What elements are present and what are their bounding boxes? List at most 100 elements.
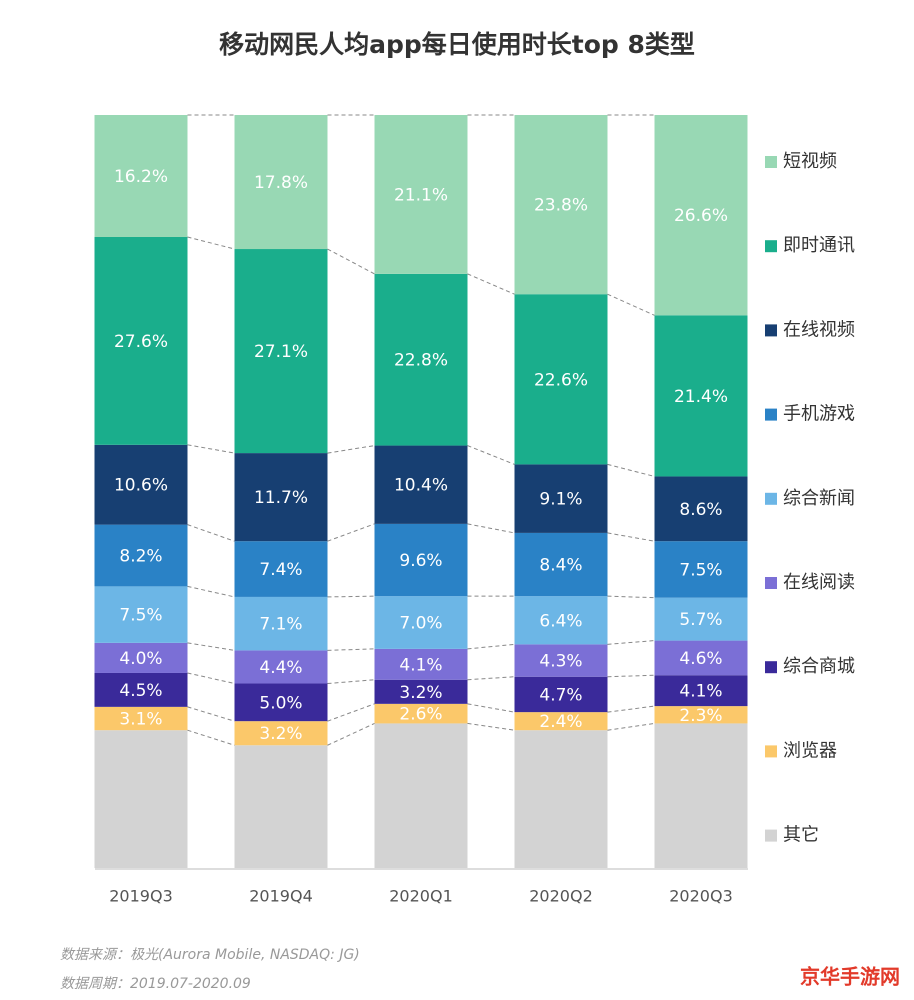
- value-label: 4.3%: [539, 652, 582, 672]
- value-label: 4.1%: [679, 682, 722, 702]
- legend-swatch: [765, 745, 777, 758]
- connector: [607, 722, 655, 731]
- bar-segment: [514, 464, 608, 533]
- connector: [467, 703, 515, 713]
- value-label: 7.5%: [119, 606, 162, 626]
- legend-label: 综合商城: [783, 656, 855, 677]
- bar-segment: [654, 706, 748, 724]
- bar-segment: [234, 115, 328, 250]
- value-label: 11.7%: [254, 488, 308, 508]
- value-label: 7.4%: [259, 560, 302, 580]
- value-label: 23.8%: [534, 196, 588, 216]
- value-label: 27.6%: [114, 332, 168, 352]
- connector: [187, 236, 235, 250]
- legend-label: 浏览器: [783, 740, 837, 761]
- value-label: 22.6%: [534, 370, 588, 390]
- legend-label: 其它: [783, 825, 819, 846]
- bar-segment: [94, 115, 188, 237]
- value-label: 4.1%: [399, 655, 442, 675]
- bar-segment: [374, 703, 468, 724]
- connector: [607, 674, 655, 678]
- bar-segment: [654, 723, 748, 868]
- connector: [187, 524, 235, 542]
- connector: [187, 672, 235, 685]
- value-label: 22.8%: [394, 351, 448, 371]
- value-label: 3.2%: [399, 683, 442, 703]
- legend-label: 手机游戏: [783, 404, 855, 425]
- value-label: 5.0%: [259, 693, 302, 713]
- value-label: 10.6%: [114, 476, 168, 496]
- bar-segment: [94, 730, 188, 868]
- value-label: 6.4%: [539, 611, 582, 631]
- bar-segment: [374, 523, 468, 597]
- bar-segment: [654, 315, 748, 477]
- connector: [607, 595, 655, 599]
- bar-segment: [94, 642, 188, 673]
- bar-segment: [514, 596, 608, 645]
- bar-segment: [234, 453, 328, 542]
- connector: [187, 585, 235, 598]
- bar-segment: [374, 273, 468, 446]
- value-label: 10.4%: [394, 476, 448, 496]
- legend-label: 即时通讯: [783, 235, 855, 256]
- watermark: 京华手游网: [800, 965, 900, 989]
- value-label: 4.4%: [259, 658, 302, 678]
- bar-segment: [234, 249, 328, 454]
- value-label: 27.1%: [254, 342, 308, 362]
- value-label: 3.2%: [259, 724, 302, 744]
- connector: [187, 642, 235, 651]
- connector: [187, 444, 235, 454]
- legend-swatch: [765, 240, 777, 253]
- value-label: 3.1%: [119, 710, 162, 730]
- legend-label: 短视频: [783, 151, 837, 172]
- bar-segment: [374, 115, 468, 274]
- bar-segment: [514, 532, 608, 597]
- x-tick-label: 2019Q4: [249, 887, 313, 906]
- legend-label: 在线视频: [783, 319, 855, 340]
- bar-segment: [514, 676, 608, 713]
- bar-segment: [234, 683, 328, 722]
- legend-swatch: [765, 324, 777, 337]
- chart-title: 移动网民人均app每日使用时长top 8类型: [219, 30, 695, 59]
- value-label: 5.7%: [679, 610, 722, 630]
- bar-segment: [374, 445, 468, 524]
- bar-segment: [374, 596, 468, 649]
- bar-segment: [94, 524, 188, 587]
- bar-segment: [234, 650, 328, 684]
- legend-swatch: [765, 408, 777, 421]
- legend-label: 综合新闻: [783, 488, 855, 509]
- connector: [327, 595, 375, 598]
- value-label: 17.8%: [254, 173, 308, 193]
- x-tick-label: 2020Q1: [389, 887, 453, 906]
- value-label: 21.4%: [674, 387, 728, 407]
- connector: [607, 293, 655, 316]
- value-label: 7.0%: [399, 614, 442, 634]
- connector: [467, 273, 515, 295]
- legend-swatch: [765, 661, 777, 674]
- bar-segment: [514, 730, 608, 868]
- value-label: 8.6%: [679, 500, 722, 520]
- bar-segment: [514, 644, 608, 677]
- value-label: 4.5%: [119, 681, 162, 701]
- connector: [327, 248, 375, 275]
- source: 数据来源：极光(Aurora Mobile, NASDAQ: JG): [60, 947, 360, 963]
- period: 数据周期：2019.07-2020.09: [60, 976, 251, 992]
- value-label: 9.1%: [539, 490, 582, 510]
- value-label: 2.3%: [679, 706, 722, 726]
- bar-segment: [514, 115, 608, 295]
- value-label: 8.4%: [539, 556, 582, 576]
- connector: [327, 679, 375, 685]
- connector: [327, 703, 375, 722]
- bar-segment: [654, 476, 748, 542]
- value-label: 4.0%: [119, 649, 162, 669]
- value-label: 8.2%: [119, 547, 162, 567]
- value-label: 21.1%: [394, 185, 448, 205]
- connector: [467, 445, 515, 465]
- bar-segment: [94, 236, 188, 445]
- value-label: 4.6%: [679, 649, 722, 669]
- x-tick-label: 2020Q2: [529, 887, 593, 906]
- bar-segment: [234, 721, 328, 746]
- connector: [327, 445, 375, 454]
- legend-swatch: [765, 156, 777, 168]
